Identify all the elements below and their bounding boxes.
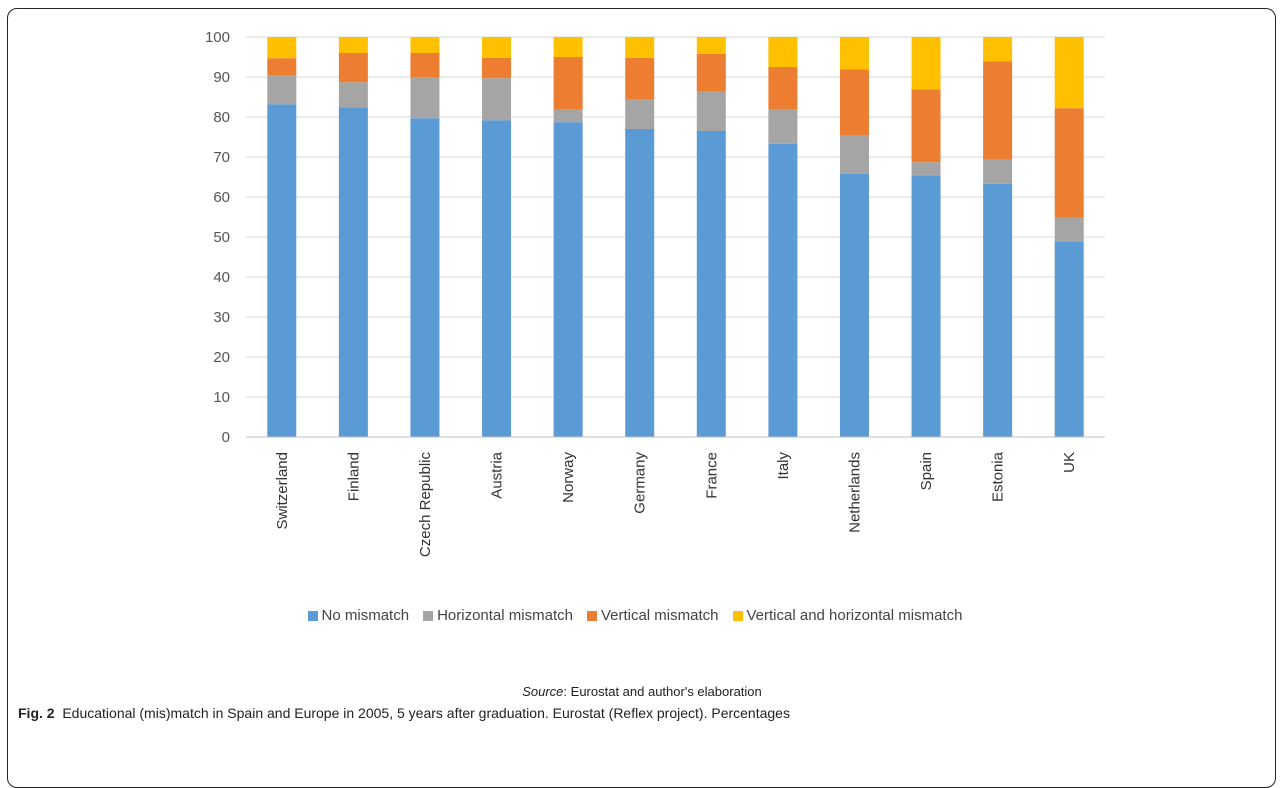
bar-segment [1054,108,1084,217]
bars [267,37,1084,438]
x-tick-label: Netherlands [846,452,863,533]
legend-swatch [586,610,597,621]
bar-segment [1054,241,1084,437]
bar-segment [553,37,583,57]
legend-label: Horizontal mismatch [437,607,573,624]
bar-segment [625,99,655,129]
bar-segment [553,57,583,110]
y-tick-label: 100 [205,29,230,46]
x-tick-label: Czech Republic [417,452,434,558]
x-tick-label: Spain [918,452,935,490]
bar-segment [482,37,512,58]
bar-segment [983,61,1013,160]
bar-segment [338,53,368,83]
bar-segment [983,37,1013,62]
bar-segment [696,53,726,92]
bar-segment [1054,37,1084,109]
legend-label: Vertical mismatch [600,607,719,624]
bar-segment [553,109,583,123]
bar-segment [338,37,368,53]
y-axis-ticks: 0 10 20 30 40 50 60 70 80 90 100 [205,29,230,446]
bar-segment [696,37,726,54]
bar-segment [983,183,1013,437]
bar-segment [696,131,726,437]
bar-segment [839,37,869,70]
bar-segment [911,37,941,90]
legend-swatch [423,610,434,621]
bar-segment [410,118,440,437]
y-tick-label: 80 [213,109,230,126]
stacked-bar-chart: 0 10 20 30 40 50 60 70 80 90 100 Switzerland Finlan… [205,29,1105,557]
legend-label: Vertical and horizontal mismatch [746,607,963,624]
bar-segment [625,57,655,100]
caption-label: Fig. 2 [18,705,55,721]
x-tick-label: France [703,452,720,499]
legend-item: No mismatch [307,607,410,624]
legend-label: No mismatch [321,607,410,624]
bar-segment [410,77,440,119]
bar-segment [911,175,941,437]
source-label: Source [522,684,564,699]
bar-segment [696,91,726,131]
legend-item: Vertical mismatch [586,607,719,624]
x-axis-labels: Switzerland Finland Czech Republic Austria N… [274,451,1078,557]
bar-segment [482,78,512,121]
bar-segment [267,37,297,59]
legend-item: Vertical and horizontal mismatch [732,607,963,624]
bar-segment [768,109,798,144]
bar-segment [911,89,941,163]
y-tick-label: 0 [222,429,230,446]
x-tick-label: Norway [560,452,577,503]
source-note: Source: Eurostat and author's elaboratio… [0,684,1284,699]
x-tick-label: Germany [632,452,649,514]
y-tick-label: 60 [213,189,230,206]
x-tick-label: UK [1061,452,1078,473]
bar-segment [553,122,583,437]
y-tick-label: 50 [213,229,230,246]
y-tick-label: 20 [213,349,230,366]
legend-swatch [307,610,318,621]
y-tick-label: 30 [213,309,230,326]
bar-segment [1054,217,1084,242]
bar-segment [267,75,297,105]
bar-segment [410,53,440,78]
bar-segment [625,37,655,58]
y-tick-label: 70 [213,149,230,166]
legend-item: Horizontal mismatch [423,607,573,624]
bar-segment [983,159,1013,184]
x-tick-label: Estonia [990,451,1007,502]
y-tick-label: 10 [213,389,230,406]
bar-segment [267,104,297,437]
y-tick-label: 90 [213,69,230,86]
bar-segment [839,135,869,174]
y-tick-label: 40 [213,269,230,286]
bar-segment [482,57,512,79]
bar-segment [410,37,440,53]
bar-segment [768,67,798,110]
x-tick-label: Finland [345,452,362,501]
bar-segment [267,58,297,75]
bar-segment [625,129,655,437]
bar-segment [839,69,869,136]
gridlines [246,36,1105,398]
bar-segment [839,173,869,438]
legend: No mismatch Horizontal mismatch Vertical m… [0,607,1284,625]
source-text: : Eurostat and author's elaboration [563,684,762,699]
caption-text: Educational (mis)match in Spain and Euro… [62,705,790,721]
bar-segment [768,143,798,438]
bar-segment [768,37,798,67]
x-tick-label: Italy [775,452,792,480]
x-tick-label: Switzerland [274,452,291,530]
figure-caption: Fig. 2 Educational (mis)match in Spain a… [18,705,790,721]
x-tick-label: Austria [489,451,506,498]
legend-swatch [732,610,743,621]
bar-segment [338,107,368,438]
bar-segment [482,120,512,437]
bar-segment [911,162,941,176]
bar-segment [338,82,368,108]
